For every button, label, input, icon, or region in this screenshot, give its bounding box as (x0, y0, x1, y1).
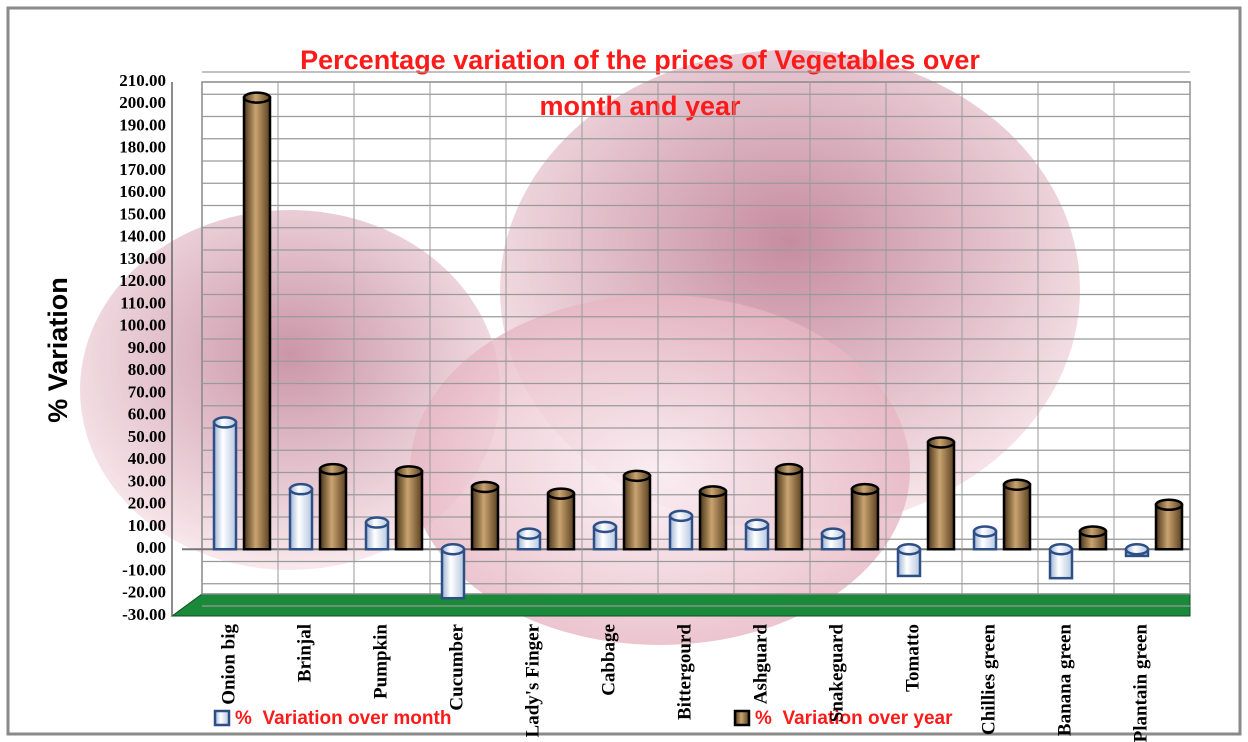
bar (1002, 483, 1032, 551)
x-tick-label: Onion big (218, 624, 239, 705)
bar-cap (288, 482, 314, 496)
bar (698, 490, 728, 551)
y-tick-label: 60.00 (128, 405, 166, 424)
y-tick-label: 110.00 (120, 293, 166, 312)
y-tick-label: 90.00 (128, 338, 166, 357)
bar-cap (850, 482, 880, 496)
bar-cap (546, 487, 576, 500)
bar (774, 467, 804, 551)
y-tick-label: -20.00 (122, 583, 166, 602)
bar (242, 96, 272, 551)
y-tick-label: 0.00 (136, 538, 166, 557)
legend: % Variation over month % Variation over y… (213, 708, 953, 729)
bar (394, 470, 424, 551)
bar-cap (364, 516, 390, 529)
legend-label: % Variation over year (755, 708, 953, 729)
x-tick-label: Tomatto (902, 624, 923, 692)
x-tick-label: Banana green (1054, 624, 1075, 737)
y-tick-label: 20.00 (128, 494, 166, 513)
x-tick-label: Lady's Finger (522, 623, 543, 737)
y-tick-label: 130.00 (119, 249, 166, 268)
bar-cap (440, 543, 466, 556)
bar-cap (1078, 525, 1108, 538)
bar (546, 492, 576, 551)
legend-swatch (733, 709, 751, 727)
x-tick-label: Brinjal (294, 624, 315, 682)
bar-cap (394, 465, 424, 478)
bar-cap (1048, 543, 1074, 556)
y-tick-label: 120.00 (119, 271, 166, 290)
bar (440, 548, 466, 600)
y-tick-label: 210.00 (119, 71, 166, 90)
x-tick-label: Plantain green (1130, 624, 1151, 742)
bar-cap (212, 416, 238, 429)
y-tick-label: 40.00 (128, 449, 166, 468)
bar-cap (516, 527, 542, 540)
bar (622, 474, 652, 551)
legend-label: % Variation over month (235, 708, 451, 729)
x-tick-label: Ashguard (750, 624, 771, 705)
bar (850, 487, 880, 551)
legend-swatch (213, 709, 231, 727)
bar (318, 467, 348, 551)
bar-cap (744, 518, 770, 532)
x-tick-label: Chillies green (978, 624, 999, 735)
floor (170, 593, 1191, 617)
y-tick-label: 160.00 (119, 182, 166, 201)
bar-cap (1154, 498, 1184, 511)
y-tick-label: -10.00 (122, 560, 166, 579)
y-tick-label: 100.00 (119, 316, 166, 335)
y-tick-label: 80.00 (128, 360, 166, 379)
y-tick-label: 180.00 (119, 138, 166, 157)
bar-cap (698, 485, 728, 498)
bar-cap (470, 480, 500, 494)
x-tick-label: Bittergourd (674, 624, 695, 720)
y-tick-label: 170.00 (119, 160, 166, 179)
bar-cap (622, 469, 652, 483)
background-onion (410, 295, 910, 645)
bar-cap (318, 462, 348, 476)
bar (212, 421, 238, 551)
x-tick-label: Cabbage (598, 624, 619, 696)
x-tick-label: Pumpkin (370, 624, 391, 699)
x-tick-label: Cucumber (446, 623, 467, 710)
bar-cap (592, 520, 618, 534)
y-tick-label: 140.00 (119, 227, 166, 246)
y-tick-label: 150.00 (119, 204, 166, 223)
bar (926, 441, 956, 551)
y-tick-label: 10.00 (128, 516, 166, 535)
bar-cap (774, 462, 804, 476)
y-tick-label: 190.00 (119, 115, 166, 134)
bar-cap (926, 436, 956, 449)
y-tick-label: 200.00 (119, 93, 166, 112)
y-tick-label: -30.00 (122, 605, 166, 624)
bar-cap (1002, 478, 1032, 491)
bar-cap (668, 509, 694, 523)
bar-cap (896, 543, 922, 556)
bar (1154, 503, 1184, 551)
bar (470, 485, 500, 551)
y-axis-title: % Variation (43, 277, 73, 423)
bar-cap (242, 91, 272, 104)
bar (288, 487, 314, 551)
bar-cap (1124, 543, 1150, 556)
x-tick-label: Snakeguard (826, 624, 847, 723)
y-tick-label: 70.00 (128, 382, 166, 401)
y-tick-label: 30.00 (128, 471, 166, 490)
bar-cap (820, 527, 846, 540)
bar-cap (972, 525, 998, 538)
y-tick-label: 50.00 (128, 427, 166, 446)
